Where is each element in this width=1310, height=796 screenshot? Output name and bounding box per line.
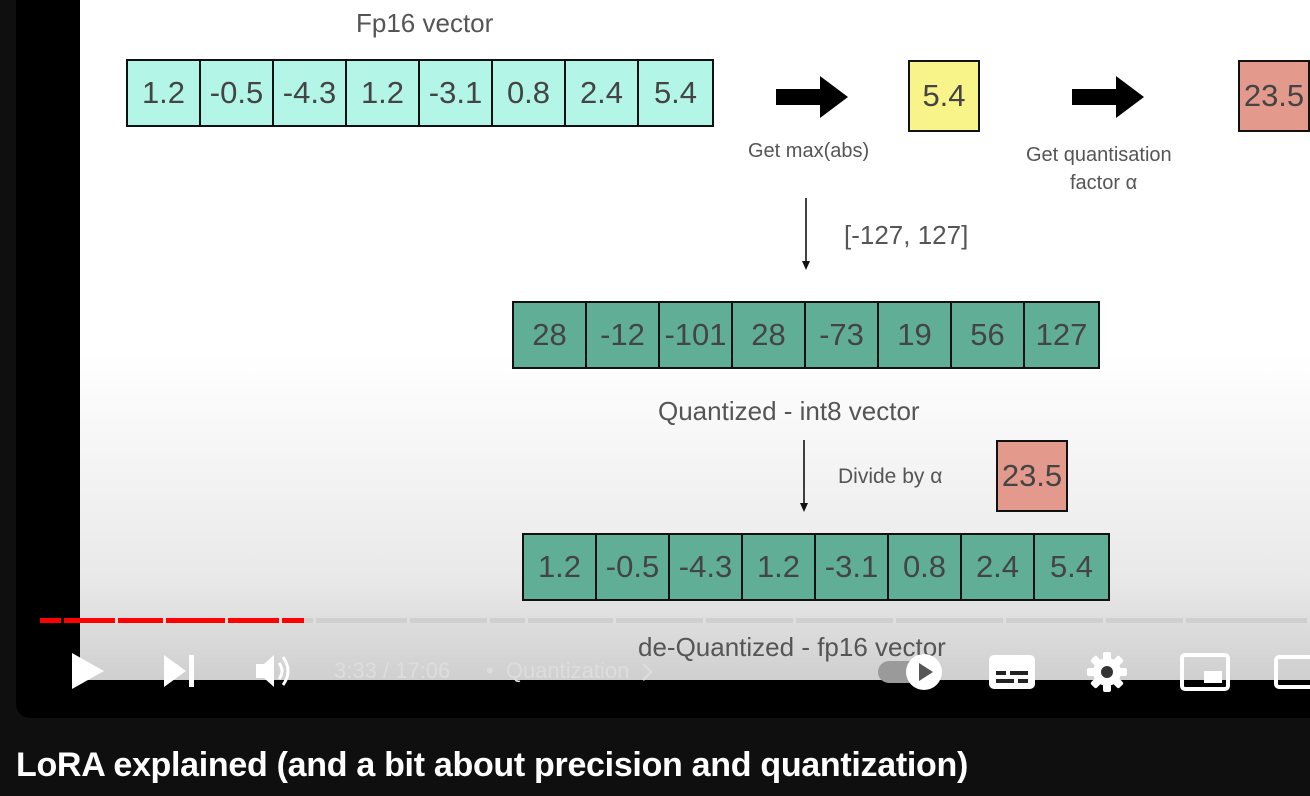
time-current: 3:33 xyxy=(334,658,377,683)
time-display: 3:33 / 17:06 xyxy=(334,658,450,684)
vector-cell: 1.2 xyxy=(128,61,201,125)
arrow-right-icon xyxy=(1072,76,1144,118)
vector-cell: -4.3 xyxy=(274,61,347,125)
theater-mode-icon[interactable] xyxy=(1274,653,1310,691)
fp16-vector-title: Fp16 vector xyxy=(356,8,494,38)
vector-cell: 1.2 xyxy=(743,535,816,599)
int8-vector-title: Quantized - int8 vector xyxy=(658,396,920,426)
quant-factor-label-line1: Get quantisation xyxy=(1026,144,1172,166)
progress-segment[interactable] xyxy=(528,618,613,623)
chapter-label: Quantization xyxy=(505,658,630,683)
arrow-right-icon xyxy=(776,76,848,118)
vector-cell: 19 xyxy=(879,303,952,367)
time-total: 17:06 xyxy=(395,658,451,683)
progress-segment[interactable] xyxy=(166,618,225,623)
progress-segment[interactable] xyxy=(616,618,703,623)
vector-cell: -101 xyxy=(660,303,733,367)
video-player[interactable]: Fp16 vector 1.2 -0.5 -4.3 1.2 -3.1 0.8 2.4 5.4 … xyxy=(16,0,1310,718)
vector-cell: 1.2 xyxy=(347,61,420,125)
arrow-down-icon xyxy=(800,440,808,512)
progress-segment[interactable] xyxy=(896,618,1003,623)
vector-cell: 0.8 xyxy=(889,535,962,599)
play-icon[interactable] xyxy=(70,652,106,690)
progress-segment[interactable] xyxy=(118,618,163,623)
progress-segment[interactable] xyxy=(490,618,525,623)
dequant-vector: 1.2 -0.5 -4.3 1.2 -3.1 0.8 2.4 5.4 xyxy=(522,533,1110,601)
progress-segment[interactable] xyxy=(1186,618,1307,623)
vector-cell: -0.5 xyxy=(201,61,274,125)
vector-cell: 56 xyxy=(952,303,1025,367)
divide-value-box: 23.5 xyxy=(996,440,1068,512)
progress-segment[interactable] xyxy=(228,618,279,623)
progress-segment[interactable] xyxy=(304,618,313,623)
vector-cell: -0.5 xyxy=(597,535,670,599)
volume-icon[interactable] xyxy=(254,651,294,691)
vector-cell: -73 xyxy=(806,303,879,367)
gear-icon[interactable] xyxy=(1086,651,1128,693)
get-max-label: Get max(abs) xyxy=(748,140,870,162)
progress-segment[interactable] xyxy=(40,618,61,623)
divide-label: Divide by α xyxy=(838,465,943,488)
int8-vector: 28 -12 -101 28 -73 19 56 127 xyxy=(512,301,1100,369)
progress-segment[interactable] xyxy=(282,618,305,623)
progress-segment[interactable] xyxy=(706,618,793,623)
progress-segment[interactable] xyxy=(1106,618,1183,623)
vector-cell: 28 xyxy=(514,303,587,367)
video-title: LoRA explained (and a bit about precisio… xyxy=(16,746,968,784)
vector-cell: -3.1 xyxy=(420,61,493,125)
next-icon[interactable] xyxy=(162,654,198,688)
vector-cell: -3.1 xyxy=(816,535,889,599)
vector-cell: 0.8 xyxy=(493,61,566,125)
miniplayer-icon[interactable] xyxy=(1180,653,1230,691)
vector-cell: 5.4 xyxy=(1035,535,1108,599)
chapter-dot: • xyxy=(486,658,494,683)
progress-segment[interactable] xyxy=(316,618,407,623)
max-value-box: 5.4 xyxy=(908,60,980,132)
range-label: [-127, 127] xyxy=(844,220,969,250)
quant-factor-label-line2: factor α xyxy=(1070,172,1138,194)
vector-cell: -4.3 xyxy=(670,535,743,599)
chapter-button[interactable]: • Quantization xyxy=(486,658,654,684)
chevron-right-icon xyxy=(642,663,654,682)
arrow-down-icon xyxy=(802,198,810,270)
progress-segment[interactable] xyxy=(64,618,115,623)
progress-segment[interactable] xyxy=(796,618,893,623)
subtitles-icon[interactable] xyxy=(988,654,1036,690)
slide-frame: Fp16 vector 1.2 -0.5 -4.3 1.2 -3.1 0.8 2.4 5.4 … xyxy=(80,0,1310,680)
vector-cell: -12 xyxy=(587,303,660,367)
vector-cell: 2.4 xyxy=(566,61,639,125)
vector-cell: 28 xyxy=(733,303,806,367)
fp16-vector: 1.2 -0.5 -4.3 1.2 -3.1 0.8 2.4 5.4 xyxy=(126,59,714,127)
progress-segment[interactable] xyxy=(410,618,487,623)
vector-cell: 127 xyxy=(1025,303,1098,367)
vector-cell: 1.2 xyxy=(524,535,597,599)
quant-factor-box: 23.5 xyxy=(1238,60,1310,132)
autoplay-toggle[interactable] xyxy=(876,653,948,691)
vector-cell: 5.4 xyxy=(639,61,712,125)
time-separator: / xyxy=(382,658,390,683)
dequant-vector-title: de-Quantized - fp16 vector xyxy=(638,632,946,662)
progress-segment[interactable] xyxy=(1006,618,1103,623)
vector-cell: 2.4 xyxy=(962,535,1035,599)
